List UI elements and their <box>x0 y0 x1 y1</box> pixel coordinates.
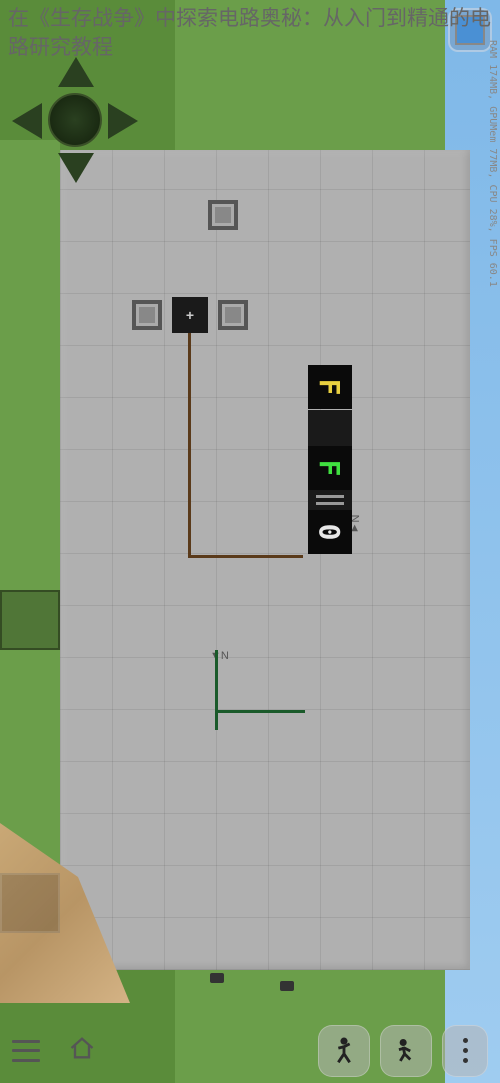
more-button[interactable] <box>442 1025 488 1077</box>
jump-button[interactable] <box>318 1025 370 1077</box>
debug-stats: RAM 174MB, GPUMem 77MB, CPU 28%, FPS 60.… <box>487 40 498 287</box>
wire-vertical-main <box>188 333 191 558</box>
led-display-f-yellow[interactable]: F <box>308 365 352 409</box>
circuit-button-right[interactable] <box>218 300 248 330</box>
home-icon[interactable] <box>68 1034 96 1067</box>
led-display-zero[interactable]: 0 <box>308 510 352 554</box>
dpad-left[interactable] <box>12 103 42 139</box>
hotbar-slot-empty[interactable] <box>0 590 60 650</box>
dpad-right[interactable] <box>108 103 138 139</box>
circuit-track-2 <box>308 490 352 510</box>
bottom-right-group <box>318 1025 488 1077</box>
stone-platform[interactable]: + N◄ ▼N F F 0 <box>60 150 470 970</box>
led-display-f-green[interactable]: F <box>308 446 352 490</box>
dpad-down[interactable] <box>58 153 94 183</box>
entity-2 <box>280 981 294 991</box>
gate-symbol: + <box>186 307 194 323</box>
circuit-track-1 <box>308 410 352 446</box>
wire-green-horizontal <box>215 710 305 713</box>
bottom-left-group <box>12 1034 96 1067</box>
wire-green-vertical <box>215 650 218 730</box>
menu-icon[interactable] <box>12 1040 40 1062</box>
dpad-center[interactable] <box>48 93 102 147</box>
bottom-nav-bar <box>0 1018 500 1083</box>
n-indicator-left: ▼N <box>210 650 229 662</box>
movement-dpad[interactable] <box>10 55 140 185</box>
circuit-button-left[interactable] <box>132 300 162 330</box>
wire-horizontal-1 <box>188 555 303 558</box>
circuit-gate-adder[interactable]: + <box>172 297 208 333</box>
crouch-button[interactable] <box>380 1025 432 1077</box>
entity-1 <box>210 973 224 983</box>
hotbar-slot-item[interactable] <box>0 873 60 933</box>
circuit-button-top[interactable] <box>208 200 238 230</box>
tutorial-title-overlay: 在《生存战争》中探索电路奥秘：从入门到精通的电路研究教程 <box>0 0 500 67</box>
